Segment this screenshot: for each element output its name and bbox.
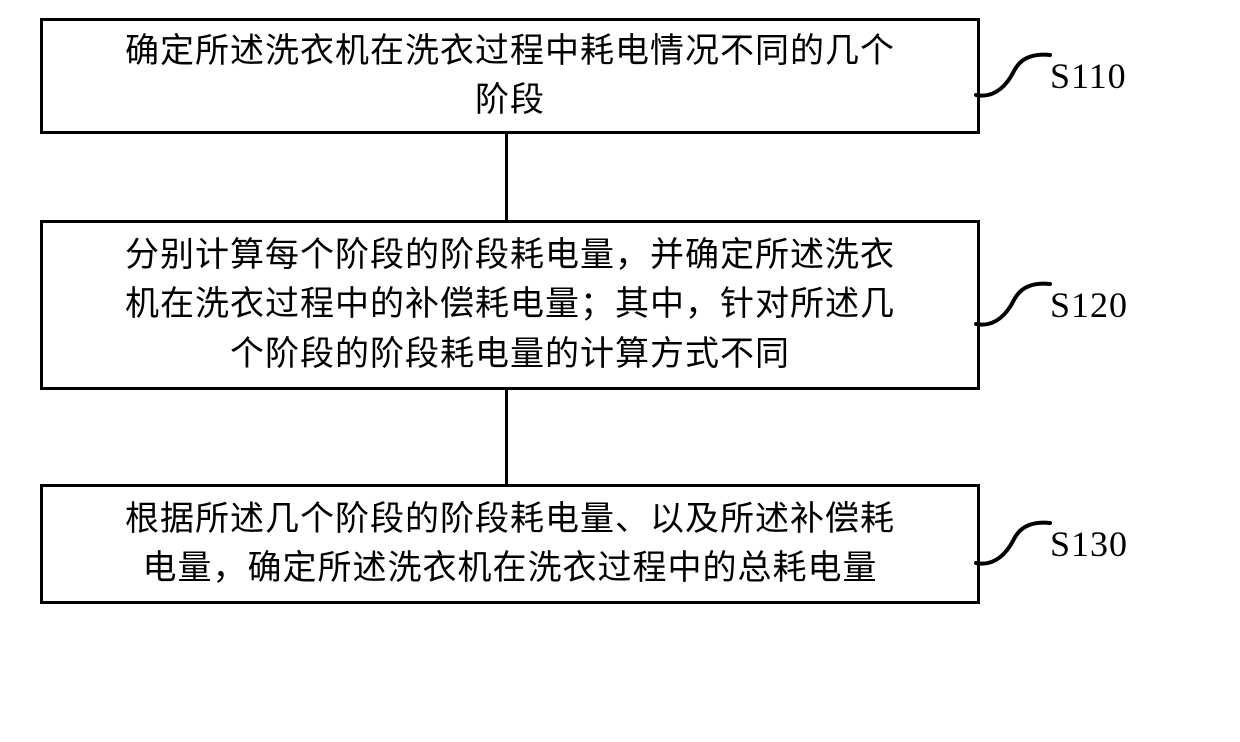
step-box-s130: 根据所述几个阶段的阶段耗电量、以及所述补偿耗电量，确定所述洗衣机在洗衣过程中的总… <box>40 484 980 604</box>
flowchart-container: 确定所述洗衣机在洗衣过程中耗电情况不同的几个阶段 S110 分别计算每个阶段的阶段耗… <box>40 18 1200 604</box>
label-connector-curve <box>974 278 1052 332</box>
vline <box>505 134 508 220</box>
step-text: 个阶段的阶段耗电量的计算方式不同 <box>63 330 957 379</box>
vertical-connector <box>40 390 1200 484</box>
step-text: 机在洗衣过程中的补偿耗电量；其中，针对所述几 <box>63 280 957 329</box>
step-text: 电量，确定所述洗衣机在洗衣过程中的总耗电量 <box>63 544 957 593</box>
step-box-s120: 分别计算每个阶段的阶段耗电量，并确定所述洗衣机在洗衣过程中的补偿耗电量；其中，针… <box>40 220 980 390</box>
step-text: 阶段 <box>63 76 957 125</box>
label-connector-curve <box>974 49 1052 103</box>
step-row-s130: 根据所述几个阶段的阶段耗电量、以及所述补偿耗电量，确定所述洗衣机在洗衣过程中的总… <box>40 484 1200 604</box>
step-row-s120: 分别计算每个阶段的阶段耗电量，并确定所述洗衣机在洗衣过程中的补偿耗电量；其中，针… <box>40 220 1200 390</box>
step-text: 根据所述几个阶段的阶段耗电量、以及所述补偿耗 <box>63 495 957 544</box>
step-label-s110: S110 <box>1050 55 1127 97</box>
step-label-s120: S120 <box>1050 284 1128 326</box>
step-text: 确定所述洗衣机在洗衣过程中耗电情况不同的几个 <box>63 27 957 76</box>
step-row-s110: 确定所述洗衣机在洗衣过程中耗电情况不同的几个阶段 S110 <box>40 18 1200 134</box>
label-connector-curve <box>974 517 1052 571</box>
vline <box>505 390 508 484</box>
step-text: 分别计算每个阶段的阶段耗电量，并确定所述洗衣 <box>63 231 957 280</box>
step-box-s110: 确定所述洗衣机在洗衣过程中耗电情况不同的几个阶段 <box>40 18 980 134</box>
vertical-connector <box>40 134 1200 220</box>
step-label-s130: S130 <box>1050 523 1128 565</box>
